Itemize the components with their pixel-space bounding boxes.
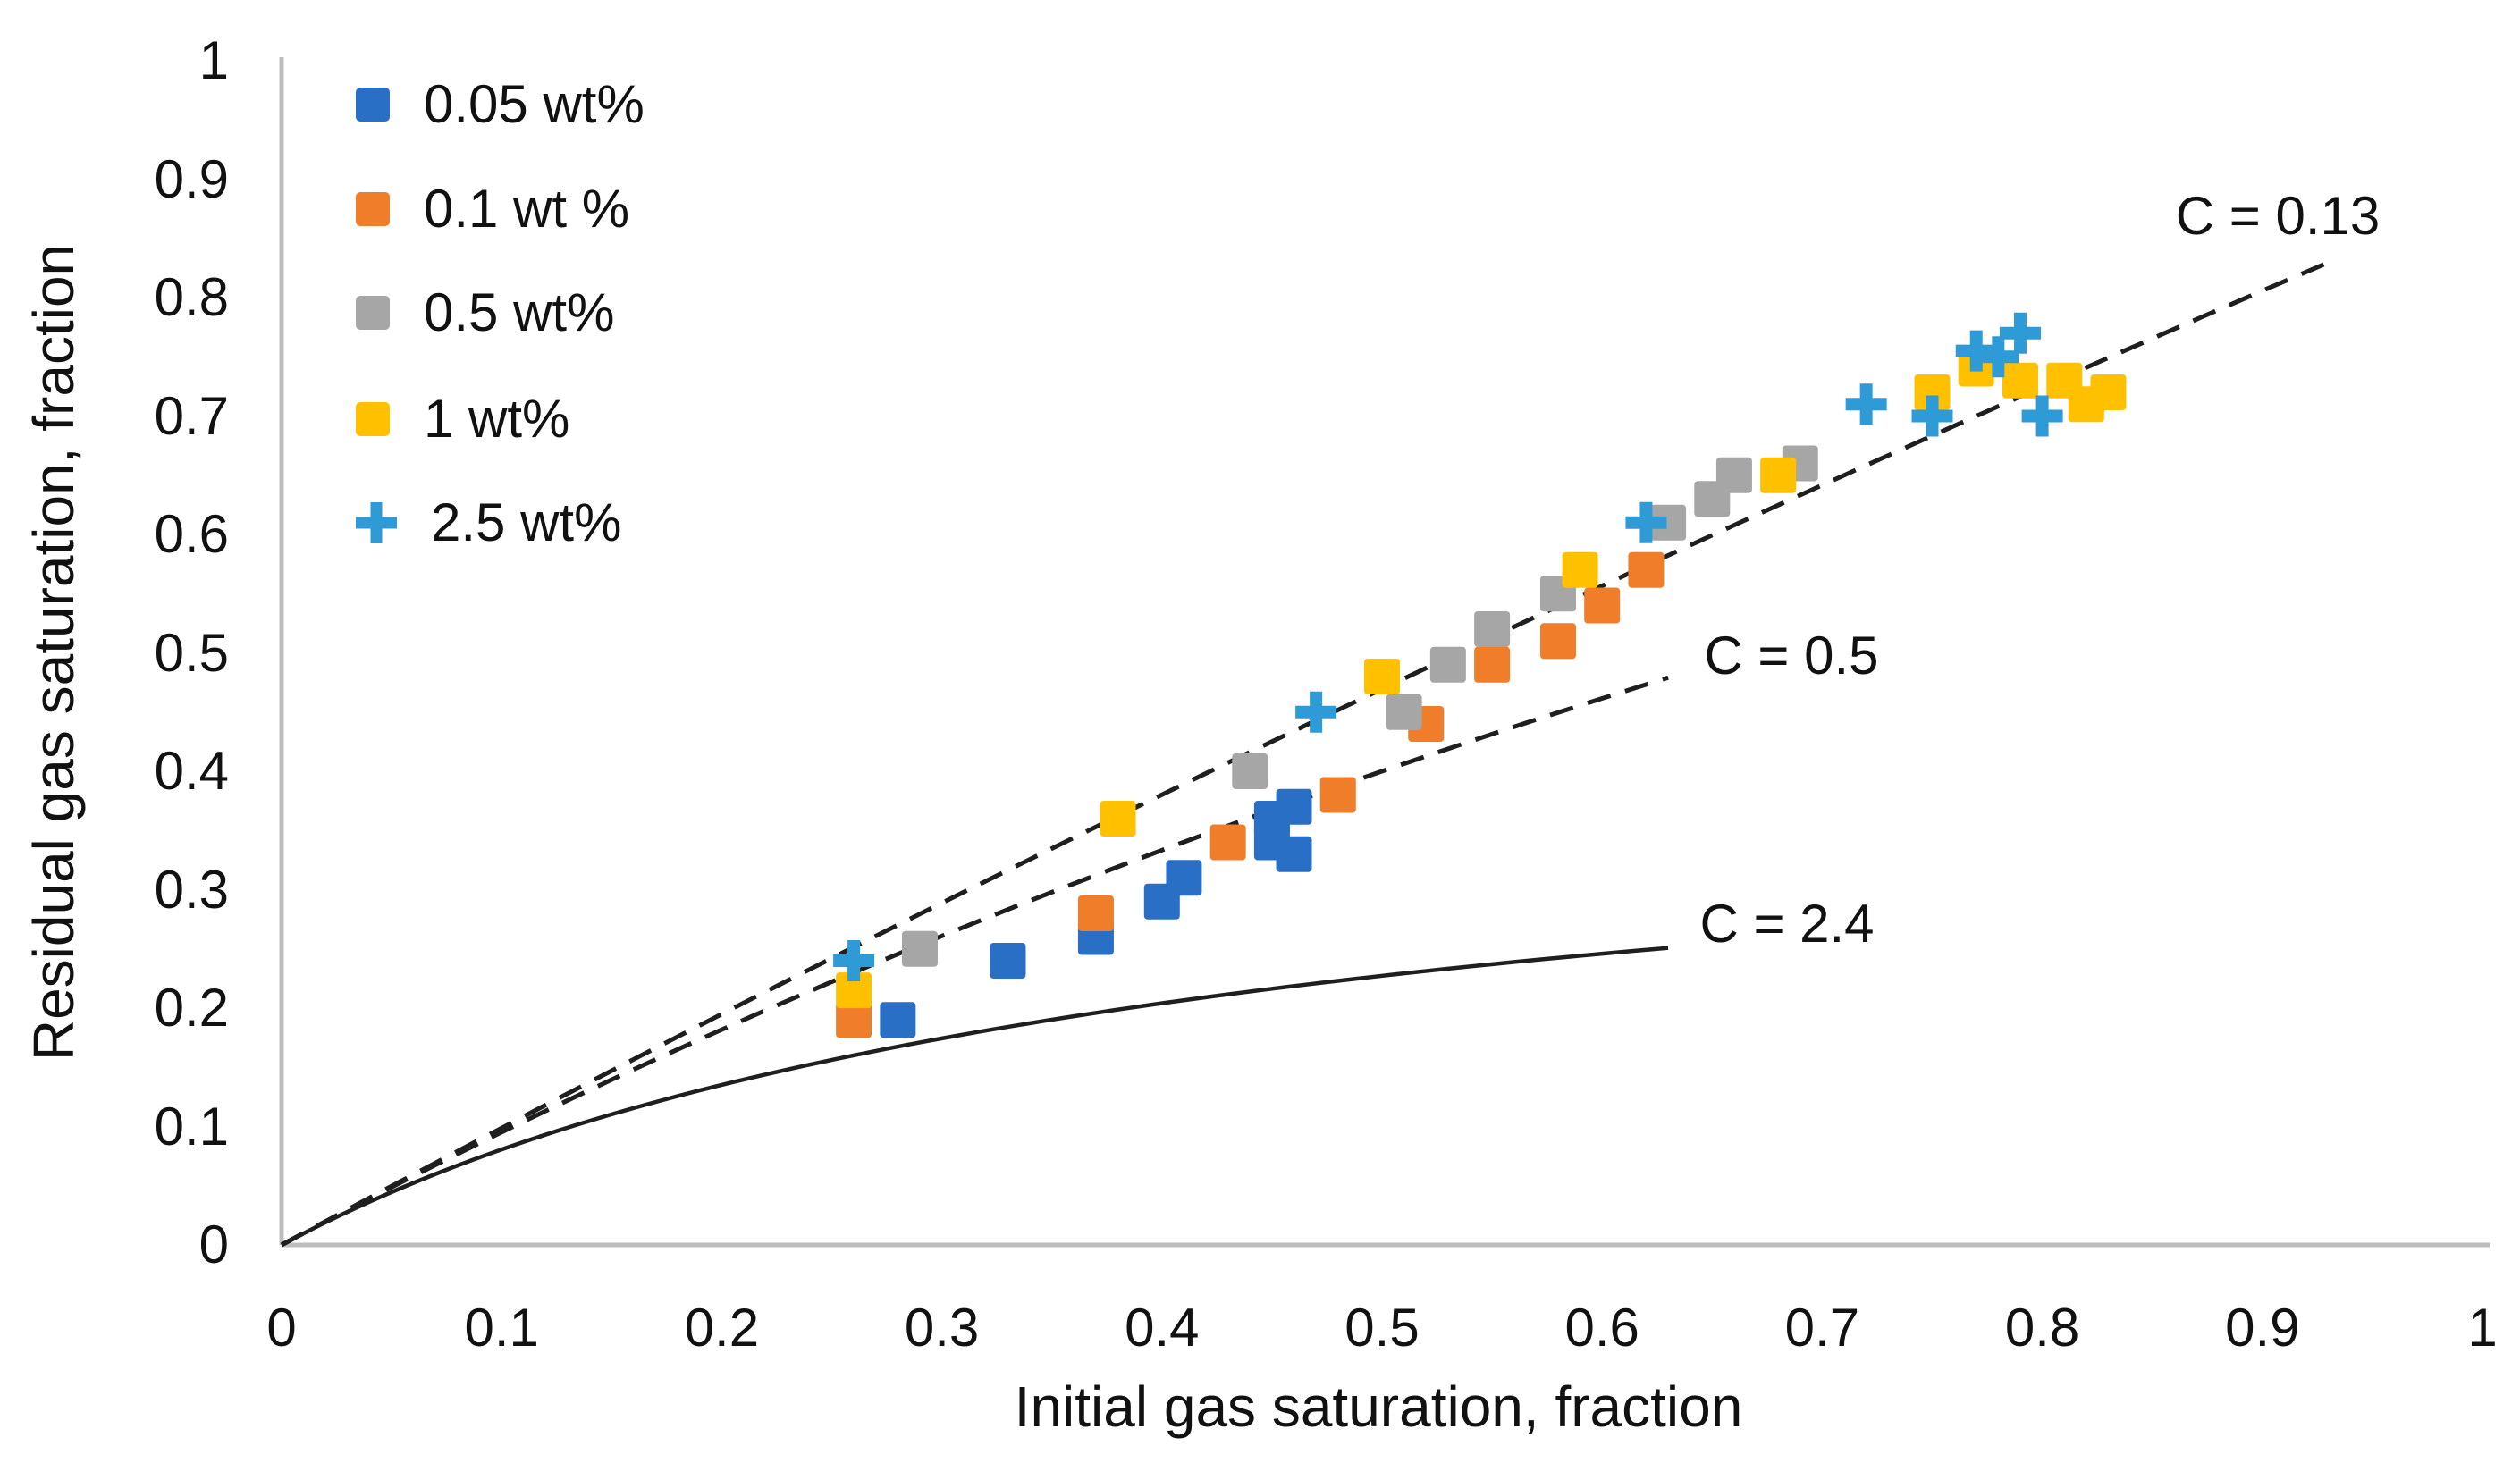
x-tick-label: 0.1 <box>464 1298 539 1358</box>
legend-marker-square-icon <box>356 296 390 330</box>
y-tick-label: 0.4 <box>154 741 229 801</box>
y-tick-label: 0.9 <box>154 148 229 209</box>
x-tick-label: 0.5 <box>1344 1298 1420 1358</box>
data-point-square <box>1166 860 1202 896</box>
y-tick-label: 0.8 <box>154 267 229 327</box>
y-tick-label: 1 <box>198 30 229 90</box>
data-point-square <box>1276 788 1312 825</box>
data-point-square <box>1628 551 1665 588</box>
data-point-square <box>836 972 872 1009</box>
data-point-square <box>1209 824 1246 861</box>
data-point-plus <box>1845 383 1887 425</box>
curve-label-c24: C = 2.4 <box>1699 893 1875 954</box>
data-point-square <box>2002 362 2038 399</box>
y-tick-label: 0.2 <box>154 978 229 1038</box>
data-point-square <box>1584 587 1621 624</box>
y-tick-label: 0 <box>198 1215 229 1274</box>
x-tick-label: 0 <box>266 1298 297 1358</box>
x-axis-title: Initial gas saturation, fraction <box>1014 1375 1743 1439</box>
legend-marker-plus-icon <box>356 502 397 543</box>
data-point-plus <box>1625 501 1667 543</box>
legend-item-label: 1 wt% <box>424 389 570 449</box>
legend-item-label: 0.5 wt% <box>424 282 615 342</box>
legend-item-0.05wt: 0.05 wt% <box>356 67 645 142</box>
data-point-square <box>1760 457 1797 493</box>
data-point-plus <box>833 940 875 981</box>
legend-marker-square-icon <box>356 88 390 122</box>
data-point-square <box>1474 646 1511 683</box>
x-tick-label: 1 <box>2467 1298 2498 1358</box>
data-point-square <box>1276 836 1312 872</box>
data-point-plus <box>1295 691 1337 733</box>
data-point-square <box>1232 753 1268 789</box>
data-point-square <box>1077 895 1114 931</box>
data-point-square <box>1539 623 1576 660</box>
data-point-square <box>990 943 1026 979</box>
legend-item-0.5wt: 0.5 wt% <box>356 275 614 350</box>
data-point-square <box>1364 659 1400 694</box>
y-tick-label: 0.7 <box>154 385 229 446</box>
data-point-square <box>1650 504 1687 541</box>
data-point-square <box>1429 646 1466 683</box>
data-point-plus <box>2021 395 2063 437</box>
x-tick-label: 0.2 <box>684 1298 760 1358</box>
y-tick-label: 0.5 <box>154 622 229 683</box>
x-tick-label: 0.3 <box>904 1298 980 1358</box>
data-point-square <box>2090 374 2127 410</box>
data-point-plus <box>1999 312 2041 354</box>
x-tick-label: 0.7 <box>1784 1298 1860 1358</box>
legend-item-0.1wt: 0.1 wt % <box>356 172 629 247</box>
legend-item-label: 2.5 wt% <box>431 492 622 552</box>
data-point-square <box>1319 777 1356 813</box>
data-point-square <box>1715 457 1752 493</box>
data-point-square <box>1474 611 1511 647</box>
data-point-square <box>836 1002 872 1038</box>
legend-item-label: 0.1 wt % <box>424 179 630 239</box>
legend-item-1wt: 1 wt% <box>356 382 569 457</box>
legend-item-2.5wt: 2.5 wt% <box>356 485 621 560</box>
data-point-square <box>1386 694 1422 730</box>
curve-label-c05: C = 0.5 <box>1704 626 1879 686</box>
trend-curve-C=0.5 <box>280 675 1669 1248</box>
x-tick-label: 0.4 <box>1125 1298 1200 1358</box>
legend-marker-square-icon <box>356 192 390 226</box>
x-tick-label: 0.9 <box>2225 1298 2300 1358</box>
data-point-square <box>880 1002 916 1038</box>
x-tick-label: 0.6 <box>1564 1298 1639 1358</box>
data-point-plus <box>1911 395 1953 437</box>
data-point-square <box>1100 801 1136 837</box>
y-tick-label: 0.1 <box>154 1096 229 1156</box>
y-tick-label: 0.6 <box>154 504 229 564</box>
data-point-square <box>1914 374 1951 410</box>
legend-item-label: 0.05 wt% <box>424 74 645 134</box>
data-point-square <box>1562 551 1598 588</box>
legend-marker-square-icon <box>356 402 390 436</box>
trend-curve-C=2.4 <box>280 946 1669 1247</box>
trend-curve-C=0.13 <box>280 260 2330 1248</box>
y-tick-label: 0.3 <box>154 859 229 920</box>
x-tick-label: 0.8 <box>2004 1298 2080 1358</box>
data-point-square <box>901 930 938 967</box>
curve-label-c013: C = 0.13 <box>2175 185 2381 246</box>
data-point-plus <box>1977 336 2019 378</box>
